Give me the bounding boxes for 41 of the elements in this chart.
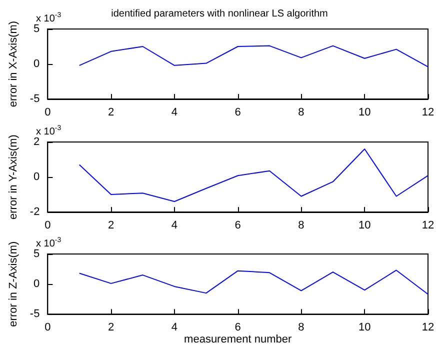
x-tick-label: 8	[298, 220, 304, 232]
x-tick-label: 6	[234, 106, 241, 118]
text: x 10$^{-3}$	[36, 125, 62, 138]
x-tick-label: 10	[358, 220, 371, 232]
x-tick-label: 4	[171, 106, 178, 118]
x-tick-label: 10	[358, 322, 371, 334]
x-tick-label: 0	[44, 106, 51, 118]
x-tick-label: 10	[358, 106, 371, 118]
x-tick-label: 0	[44, 322, 51, 334]
y-tick-label: 0	[34, 171, 40, 183]
y-axis-title: error in Z-Axis(m)	[8, 241, 20, 327]
x-tick-label: 6	[234, 322, 241, 334]
x-axis-title: measurement number	[184, 334, 292, 346]
y-tick-label: 5	[34, 23, 40, 35]
x-tick-label: 8	[298, 106, 304, 118]
chart-title: identified parameters with nonlinear LS algorithm	[111, 8, 328, 20]
x-tick-label: 8	[298, 322, 304, 334]
line-series	[78, 45, 428, 68]
y-tick-label: -5	[30, 93, 40, 105]
y-tick-label: 0	[34, 58, 40, 70]
y-tick-label: -2	[30, 206, 40, 218]
text: x 10$^{-3}$	[36, 12, 62, 24]
x-tick-label: 4	[171, 220, 178, 232]
x-tick-label: 12	[422, 322, 434, 334]
x-tick-label: 0	[44, 220, 51, 232]
y-tick-label: 5	[34, 248, 40, 260]
y-tick-label: 0	[34, 278, 40, 290]
line-series	[78, 148, 428, 202]
text: x 10$^{-3}$	[36, 237, 62, 250]
x-tick-label: 2	[108, 220, 114, 232]
x-tick-label: 12	[422, 106, 434, 118]
x-tick-label: 2	[108, 322, 114, 334]
y-axis-title: error in X-Axis(m)	[8, 20, 20, 108]
y-tick-label: 2	[34, 136, 40, 148]
y-axis-title: error in Y-Axis(m)	[8, 134, 20, 220]
line-series	[78, 270, 428, 295]
x-tick-label: 2	[108, 106, 114, 118]
x-tick-label: 6	[234, 220, 241, 232]
x-tick-label: 4	[171, 322, 178, 334]
x-tick-label: 12	[422, 220, 434, 232]
y-tick-label: -5	[30, 308, 40, 320]
